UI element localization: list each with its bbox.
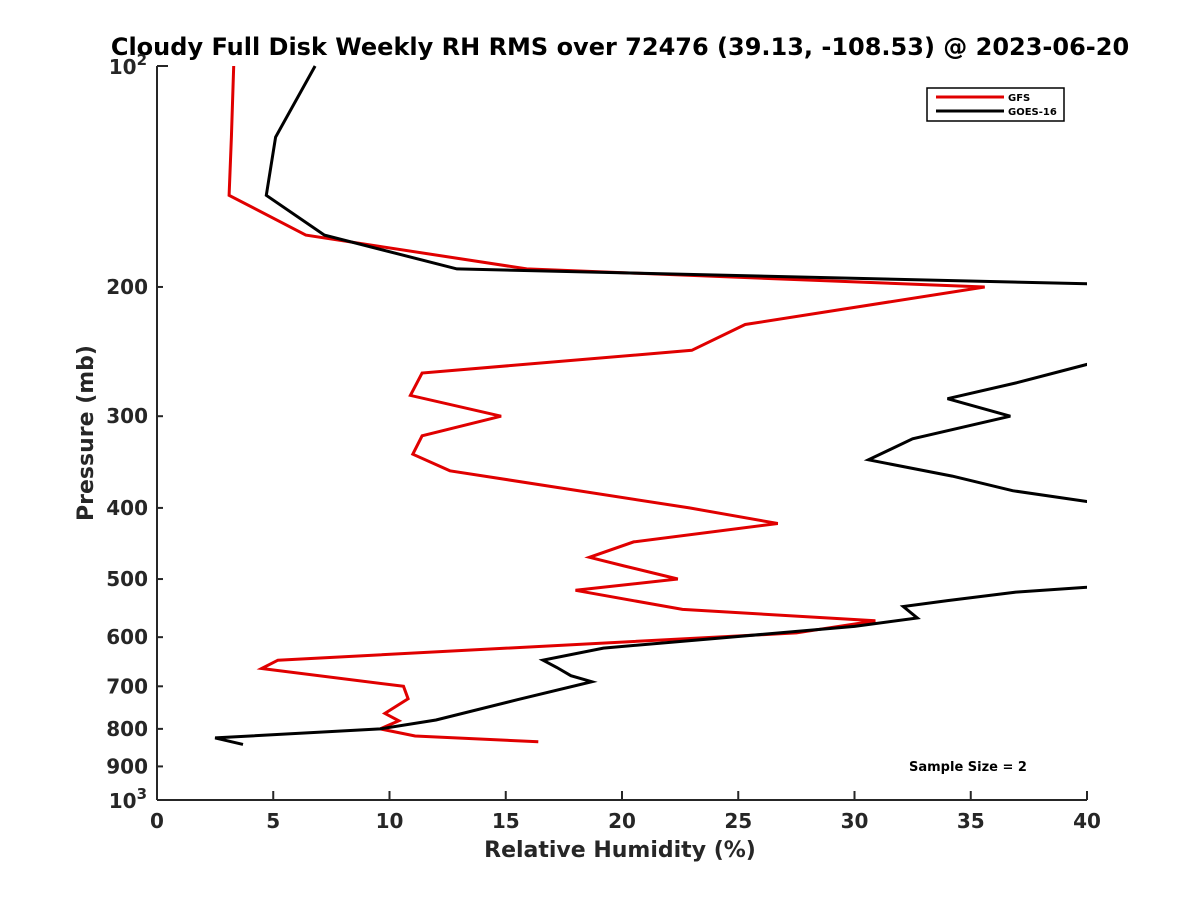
y-tick-label: 700 bbox=[106, 674, 148, 698]
x-axis-label: Relative Humidity (%) bbox=[484, 838, 756, 863]
y-major-tick-exponent: 2 bbox=[137, 51, 147, 69]
y-major-tick-base: 10 bbox=[109, 789, 137, 813]
y-tick-label: 400 bbox=[106, 496, 148, 520]
sample-size-annotation: Sample Size = 2 bbox=[909, 760, 1027, 775]
series-line-gfs bbox=[227, 65, 985, 744]
series-line-goes16 bbox=[214, 65, 1087, 746]
x-tick-label: 30 bbox=[841, 809, 869, 833]
legend: GFS GOES-16 bbox=[926, 87, 1065, 122]
y-major-tick-base: 10 bbox=[109, 55, 137, 79]
x-tick-label: 35 bbox=[957, 809, 985, 833]
x-tick-label: 20 bbox=[608, 809, 636, 833]
series-layer bbox=[214, 65, 1087, 746]
x-tick-label: 15 bbox=[492, 809, 520, 833]
x-tick-label: 25 bbox=[724, 809, 752, 833]
x-tick-label: 40 bbox=[1073, 809, 1101, 833]
legend-label-goes16: GOES-16 bbox=[1008, 107, 1057, 118]
y-major-tick-label: 102 bbox=[109, 51, 147, 79]
y-tick-label: 600 bbox=[106, 625, 148, 649]
x-tick-label: 10 bbox=[376, 809, 404, 833]
legend-label-gfs: GFS bbox=[1008, 93, 1030, 104]
y-tick-label: 200 bbox=[106, 275, 148, 299]
x-tick-label: 0 bbox=[150, 809, 164, 833]
y-major-tick-exponent: 3 bbox=[137, 785, 147, 803]
y-tick-label: 800 bbox=[106, 717, 148, 741]
y-major-tick-label: 103 bbox=[109, 785, 147, 813]
y-axis-label: Pressure (mb) bbox=[74, 345, 99, 521]
x-tick-label: 5 bbox=[266, 809, 280, 833]
y-tick-label: 900 bbox=[106, 754, 148, 778]
chart-title: Cloudy Full Disk Weekly RH RMS over 7247… bbox=[111, 33, 1129, 61]
legend-box bbox=[926, 87, 1065, 122]
y-tick-label: 300 bbox=[106, 404, 148, 428]
y-tick-label: 500 bbox=[106, 567, 148, 591]
x-ticks: 0 5 10 15 20 25 30 35 40 bbox=[150, 791, 1101, 833]
